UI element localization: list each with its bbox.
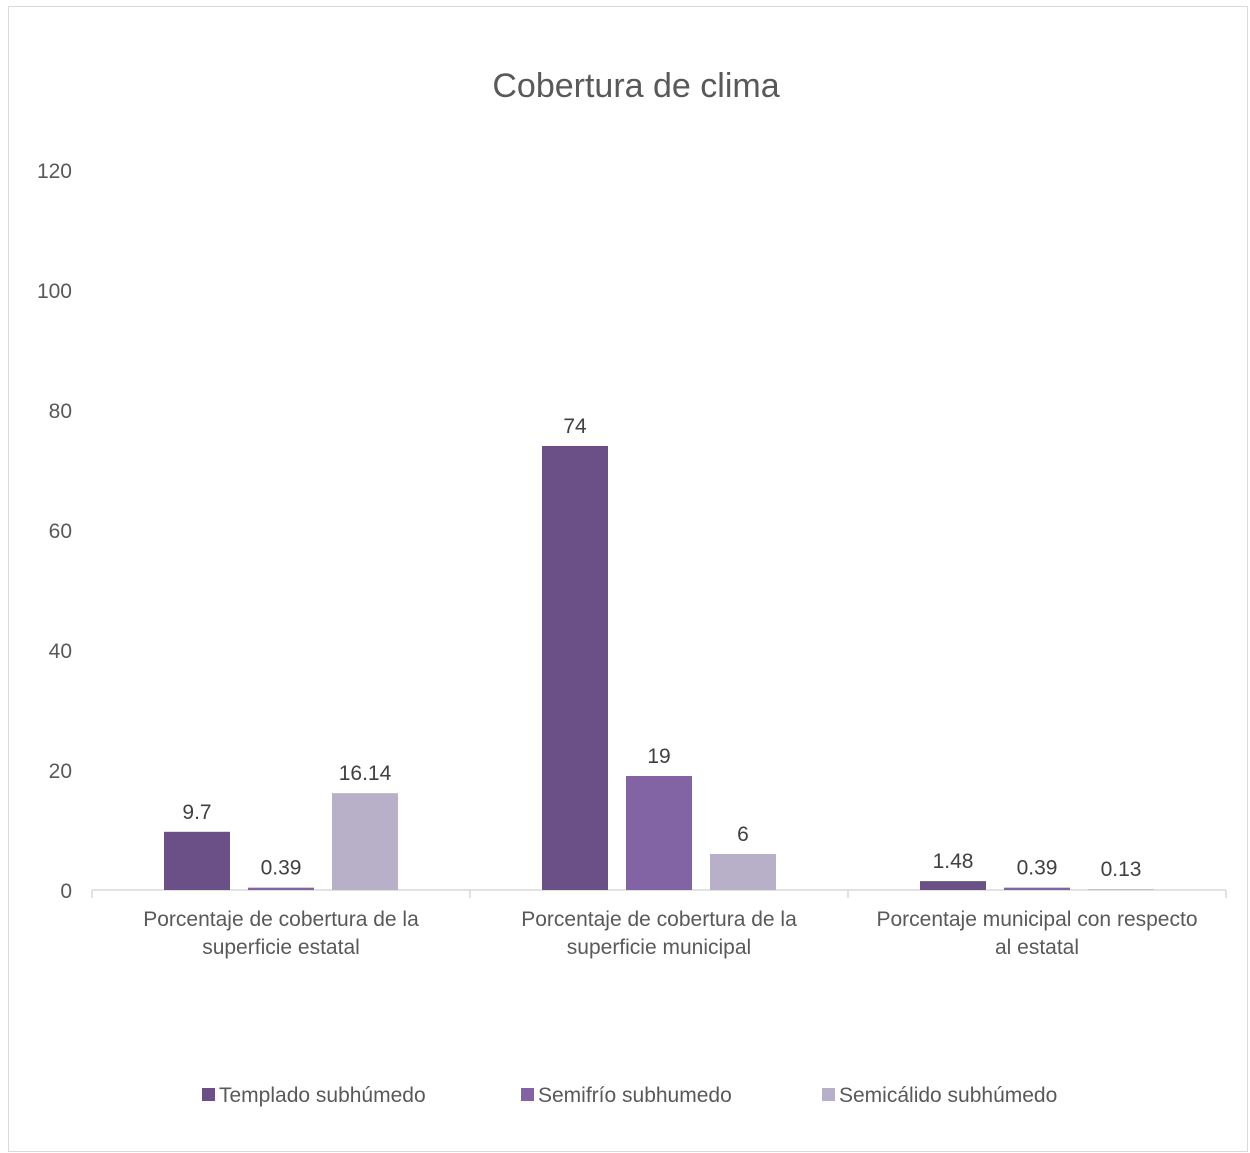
legend-label-2: Semifrío subhumedo	[538, 1084, 732, 1107]
y-axis: 0 20 40 60 80 100 120	[37, 160, 72, 903]
bar-1-2	[248, 887, 314, 890]
data-label-3-1: 1.48	[933, 850, 974, 873]
bar-2-3	[710, 854, 776, 890]
legend-label-1: Templado subhúmedo	[219, 1084, 426, 1107]
data-label-2-3: 6	[737, 823, 749, 846]
data-label-2-1: 74	[563, 415, 587, 438]
data-label-1-1: 9.7	[182, 801, 211, 824]
bar-3-2	[1004, 887, 1070, 890]
data-label-1-2: 0.39	[261, 857, 302, 880]
y-tick-label-80: 80	[49, 400, 72, 423]
x-category-label: Porcentaje de cobertura de la superficie …	[521, 908, 797, 959]
bar-1-1	[164, 831, 230, 890]
bar-2-2	[626, 776, 692, 890]
data-label-3-3: 0.13	[1101, 858, 1142, 881]
x-category-label: Porcentaje municipal con respecto al esta…	[876, 908, 1197, 959]
chart-frame	[8, 6, 1248, 1152]
y-tick-label-0: 0	[60, 880, 72, 903]
y-tick-label-100: 100	[37, 280, 72, 303]
data-label-2-2: 19	[647, 745, 670, 768]
bar-2-1	[542, 446, 608, 890]
bar-3-3	[1088, 889, 1154, 890]
y-tick-label-60: 60	[49, 520, 72, 543]
legend: Templado subhúmedo Semifrío subhumedo Semi…	[202, 1084, 1057, 1107]
bars	[164, 446, 1154, 890]
data-label-3-2: 0.39	[1017, 857, 1058, 880]
legend-label-3: Semicálido subhúmedo	[839, 1084, 1057, 1107]
legend-swatch-3	[822, 1088, 835, 1101]
data-label-1-3: 16.14	[339, 762, 392, 785]
y-tick-label-20: 20	[49, 760, 72, 783]
bar-1-3	[332, 793, 398, 890]
data-labels: 9.7 0.39 16.14 74 19 6 1.48 0.39 0.13	[182, 415, 1141, 881]
legend-swatch-1	[202, 1088, 215, 1101]
y-tick-label-40: 40	[49, 640, 72, 663]
x-axis: Porcentaje de cobertura de la superficie …	[91, 889, 1227, 959]
y-tick-label-120: 120	[37, 160, 72, 183]
x-category-label: Porcentaje de cobertura de la superficie …	[143, 908, 419, 959]
chart-title: Cobertura de clima	[492, 67, 779, 105]
legend-swatch-2	[521, 1088, 534, 1101]
bar-3-1	[920, 881, 986, 890]
